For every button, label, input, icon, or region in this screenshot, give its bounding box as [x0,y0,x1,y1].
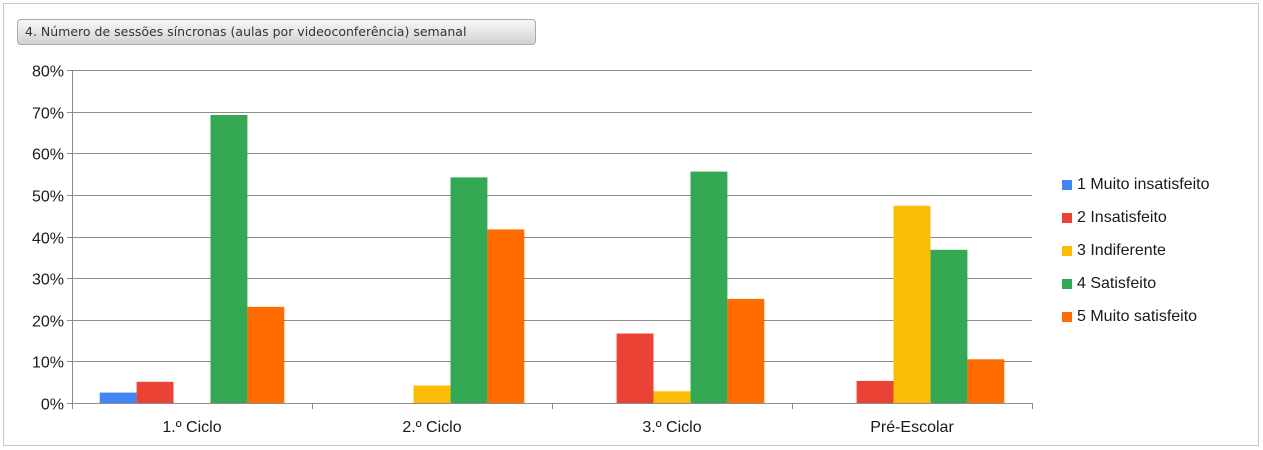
legend-swatch [1062,179,1072,190]
legend-label: 5 Muito satisfeito [1077,307,1198,325]
bar-3 [413,385,451,403]
y-tick-label: 50% [32,189,64,206]
y-tick-label: 30% [32,272,64,289]
legend-label: 3 Indiferente [1077,241,1166,259]
bar-5 [967,359,1005,403]
bar-4 [210,115,248,403]
legend-swatch [1062,245,1072,256]
legend-item: 1 Muito insatisfeito [1062,168,1210,201]
y-tick-label: 20% [32,314,64,331]
legend-swatch [1062,278,1072,289]
legend-item: 5 Muito satisfeito [1062,300,1210,333]
y-tick-label: 10% [32,355,64,372]
y-tick-label: 60% [32,147,64,164]
bar-2 [616,333,654,403]
y-tick-label: 70% [32,106,64,123]
bar-2 [856,380,894,403]
x-tick-label: 3.º Ciclo [642,419,701,436]
bar-1 [99,392,137,403]
chart-legend: 1 Muito insatisfeito 2 Insatisfeito 3 Indi… [1062,168,1210,333]
x-tick-label: 2.º Ciclo [402,419,461,436]
bar-5 [247,306,285,403]
bar-2 [136,381,174,403]
legend-label: 2 Insatisfeito [1077,208,1167,226]
legend-item: 4 Satisfeito [1062,267,1210,300]
bar-3 [653,391,691,403]
legend-item: 3 Indiferente [1062,234,1210,267]
legend-swatch [1062,212,1072,223]
legend-item: 2 Insatisfeito [1062,201,1210,234]
legend-label: 4 Satisfeito [1077,274,1157,292]
bar-3 [893,205,931,403]
x-tick-label: Pré-Escolar [870,419,954,436]
bar-4 [930,249,968,403]
y-tick-label: 0% [41,397,64,414]
bar-4 [690,171,728,403]
bar-5 [487,229,525,403]
chart-title: 4. Número de sessões síncronas (aulas po… [17,19,536,45]
legend-swatch [1062,311,1072,322]
bar-4 [450,177,488,403]
y-tick-label: 80% [32,64,64,81]
x-tick-label: 1.º Ciclo [162,419,221,436]
y-tick-label: 40% [32,231,64,248]
bar-5 [727,298,765,403]
legend-label: 1 Muito insatisfeito [1077,175,1210,193]
